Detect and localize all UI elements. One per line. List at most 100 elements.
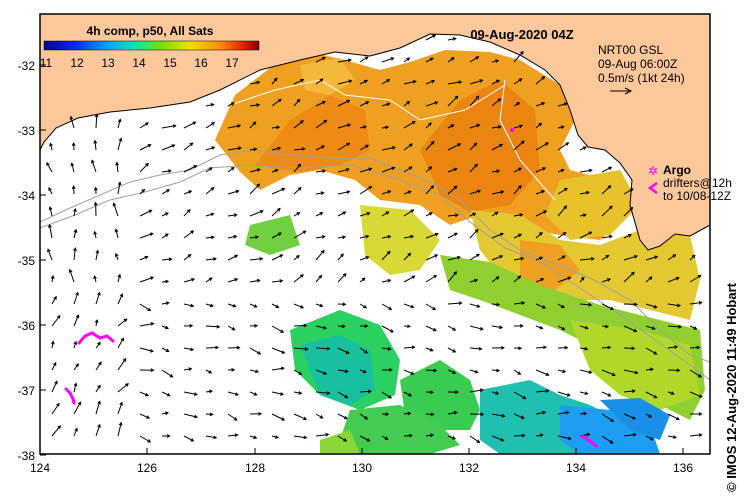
current-vector [315, 250, 325, 261]
current-vector-head [73, 247, 77, 252]
current-vector [139, 189, 145, 195]
current-vector [249, 81, 260, 85]
current-vector-head [259, 210, 264, 214]
current-vector [117, 318, 128, 327]
current-vector-head [611, 372, 616, 376]
current-vector [645, 325, 655, 330]
current-vector-head [253, 147, 258, 152]
current-vector-head [322, 325, 328, 330]
current-vector [689, 254, 696, 261]
current-vector [447, 325, 456, 331]
current-vector [249, 121, 256, 129]
current-vector [381, 325, 394, 333]
current-vector-head [255, 369, 260, 374]
current-vector-head [75, 314, 80, 319]
current-vector-head [53, 295, 57, 300]
current-vector [161, 125, 176, 129]
current-vector [293, 99, 300, 107]
current-vector-head [495, 276, 500, 280]
current-vector-head [213, 435, 218, 440]
current-vector-head [361, 277, 366, 282]
current-vector [337, 413, 348, 420]
current-vector [249, 258, 263, 261]
current-vector-head [385, 211, 390, 215]
current-vector [381, 303, 392, 310]
current-vector-head [342, 273, 347, 277]
current-vector-head [629, 188, 634, 192]
current-vector [403, 57, 410, 63]
current-vector-head [364, 324, 369, 328]
current-vector-head [51, 340, 55, 345]
current-vector [645, 347, 657, 355]
current-vector-head [168, 257, 173, 262]
current-vector [557, 188, 568, 195]
current-vector-head [209, 412, 214, 417]
current-vector-head [146, 415, 151, 419]
current-vector-head [453, 185, 458, 190]
current-vector-head [300, 120, 304, 124]
current-vector-head [430, 433, 435, 438]
current-vector [249, 148, 257, 151]
current-vector-head [499, 255, 504, 259]
current-vector [227, 413, 238, 421]
colorbar-tick: 13 [101, 56, 115, 70]
current-vector [601, 303, 614, 310]
current-vector-head [210, 235, 215, 240]
current-vector [183, 303, 194, 307]
current-vector [447, 214, 458, 217]
current-vector [46, 162, 53, 173]
current-vector-head [583, 411, 588, 416]
current-vector-head [234, 392, 240, 396]
current-vector [227, 278, 238, 283]
legend: ✲ Argo drifters@12h to 10/08-12Z [647, 163, 732, 203]
current-vector [161, 325, 169, 329]
current-vector [601, 255, 609, 261]
current-vector-head [75, 291, 79, 296]
current-vector-head [120, 337, 124, 342]
current-vector [293, 163, 301, 173]
current-vector-head [387, 278, 392, 283]
current-vector-head [144, 255, 149, 260]
current-vector [315, 369, 327, 375]
current-vector-head [432, 306, 437, 311]
current-vector-head [608, 234, 613, 239]
current-vector-head [256, 103, 261, 107]
current-vector-head [474, 228, 479, 233]
current-vector-head [300, 78, 305, 83]
current-vector [535, 167, 546, 173]
current-vector [161, 369, 173, 378]
current-vector [117, 182, 121, 195]
current-vector-head [632, 416, 637, 420]
current-vector-head [518, 124, 523, 129]
current-vector-head [519, 213, 524, 217]
current-vector [315, 170, 326, 173]
current-vector-head [320, 191, 325, 195]
current-vector [70, 116, 75, 129]
current-vector-head [649, 367, 654, 372]
current-vector-head [432, 34, 437, 38]
current-vector [623, 390, 635, 393]
current-vector-head [274, 168, 279, 173]
current-vector [381, 103, 390, 107]
current-vector [183, 435, 194, 442]
current-vector [381, 435, 388, 440]
current-vector-head [472, 212, 477, 217]
current-vector [623, 369, 638, 374]
current-vector-head [280, 366, 285, 371]
current-vector-head [476, 123, 481, 128]
current-vector [381, 79, 390, 85]
current-vector [535, 102, 545, 107]
current-vector-head [147, 144, 152, 148]
current-vector-head [118, 137, 123, 142]
current-vector-head [499, 325, 504, 330]
current-vector-head [119, 401, 123, 406]
current-vector [403, 275, 415, 283]
current-vector-head [366, 438, 371, 442]
current-vector-head [321, 145, 326, 149]
current-vector [359, 186, 372, 195]
current-vector-head [516, 102, 521, 106]
current-model: NRT00 GSL [598, 43, 663, 57]
current-vector [491, 98, 501, 107]
current-vector [271, 98, 282, 107]
